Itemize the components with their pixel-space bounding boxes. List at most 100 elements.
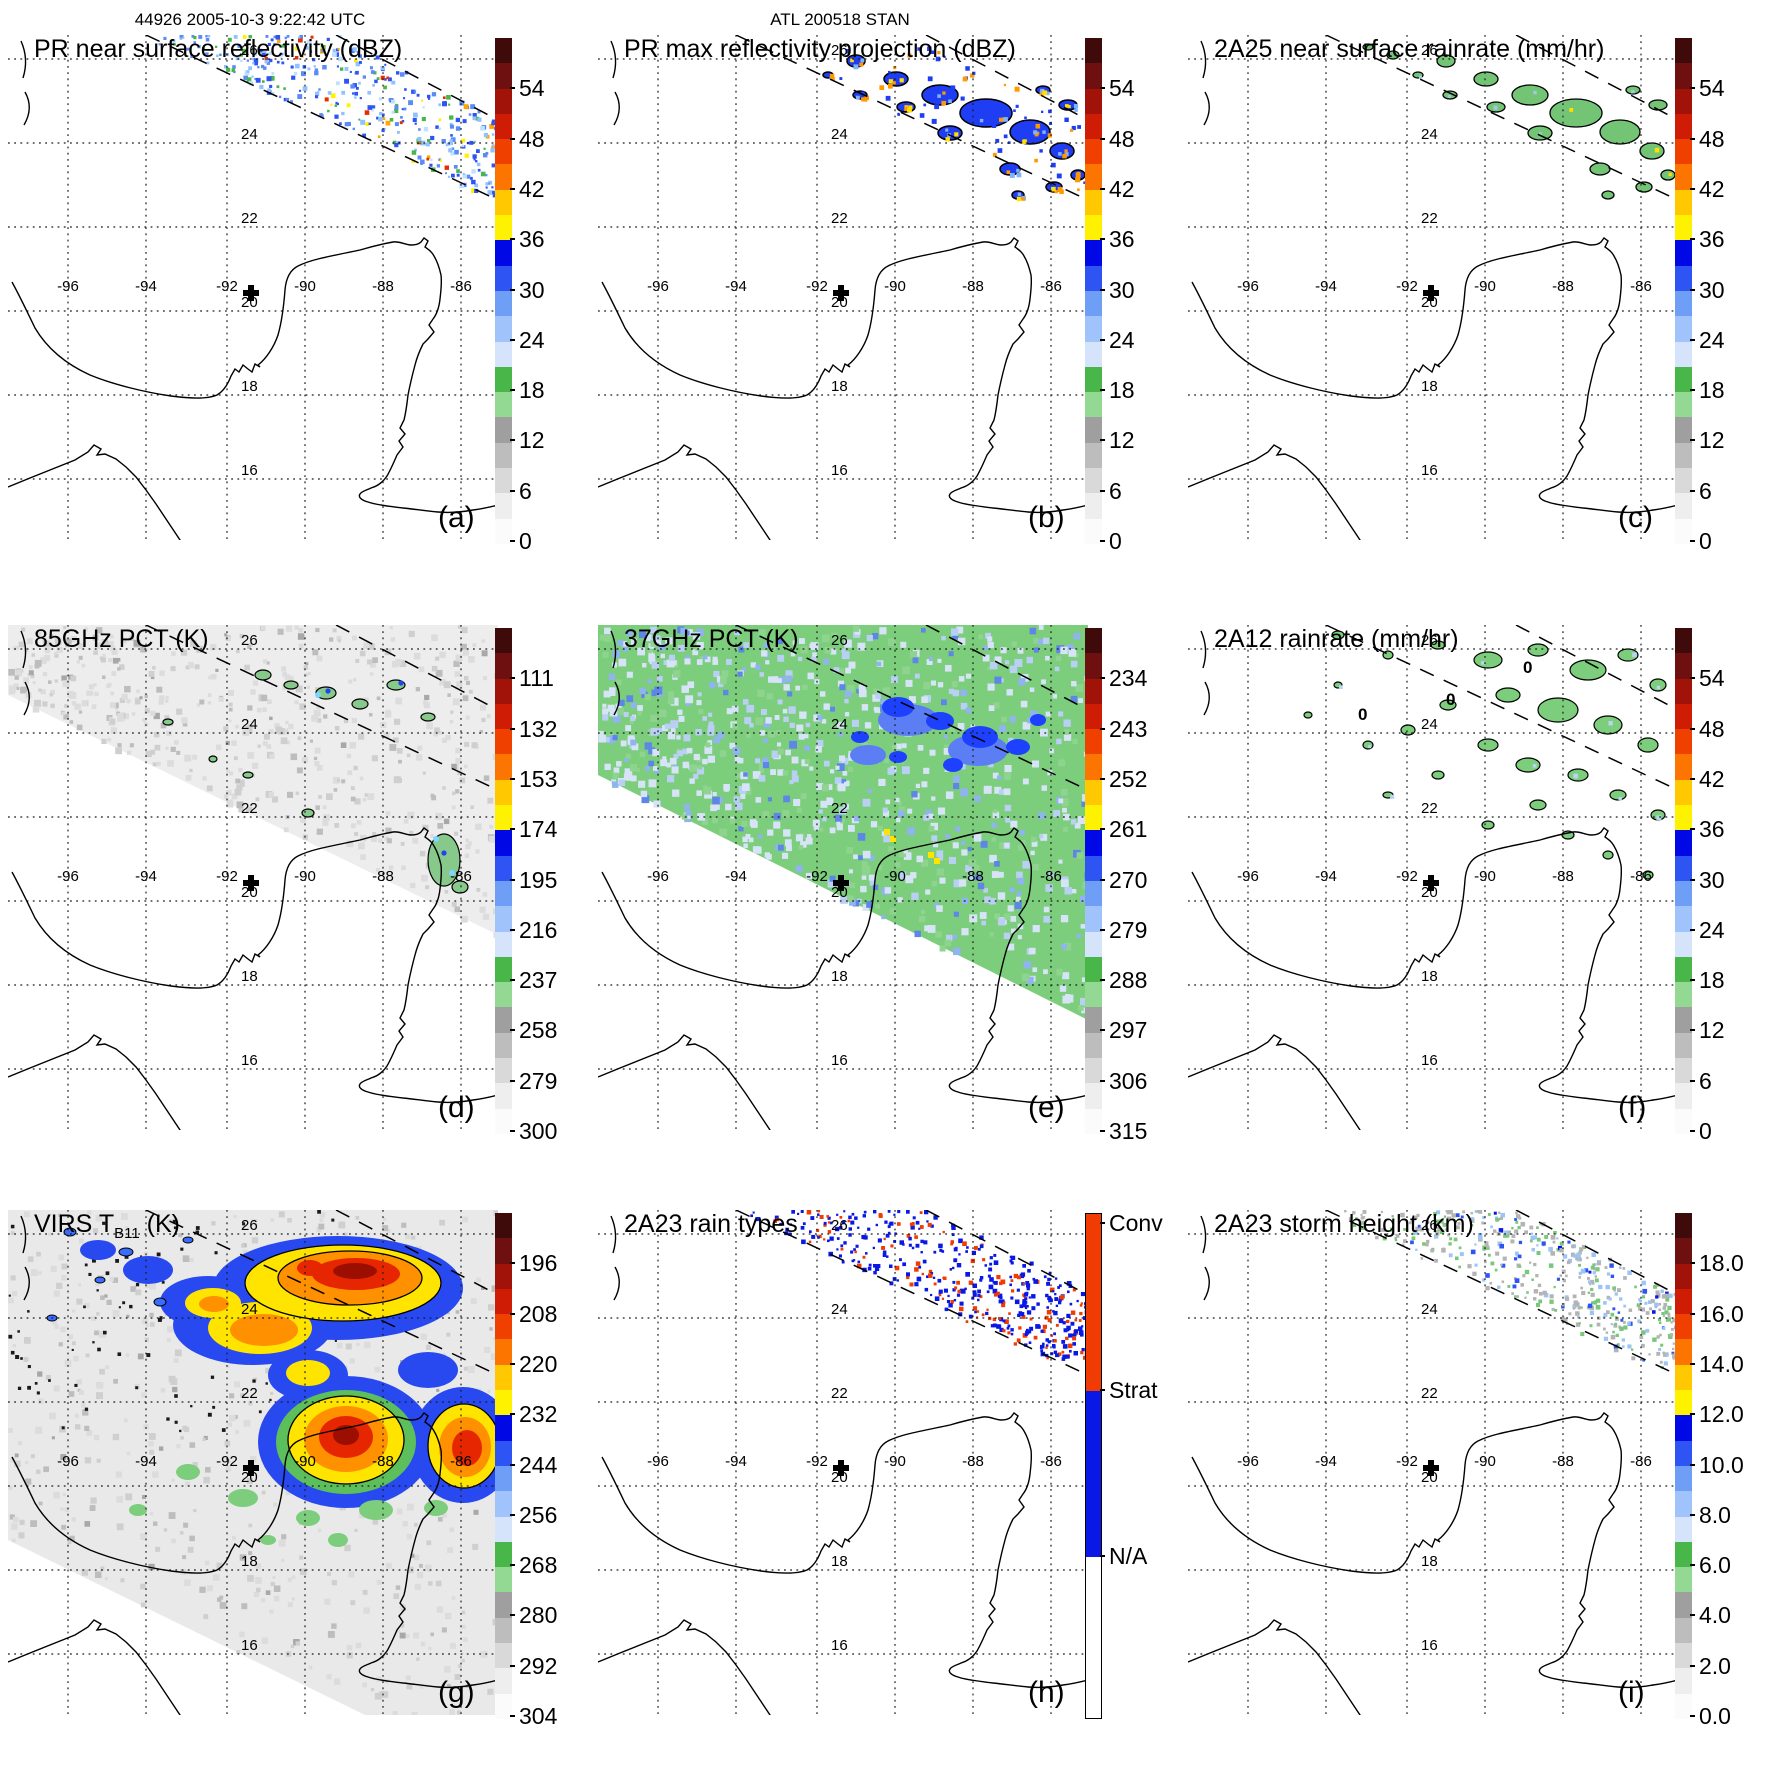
- colorbar-segment: [1675, 805, 1692, 831]
- colorbar-segment: [1085, 805, 1102, 831]
- colorbar-segment: [1675, 265, 1692, 291]
- lon-label: -86: [450, 278, 472, 295]
- colorbar-tick-label: 48: [510, 125, 545, 152]
- colorbar: [1675, 628, 1692, 1134]
- panel-letter: (i): [1618, 1676, 1645, 1709]
- colorbar-labels: 54 48 42 36 30 24 18 12 6 0: [510, 35, 589, 575]
- grid-lines: [1188, 1210, 1678, 1715]
- colorbar-labels: 111 132 153 174 195 216 237 258 279 300: [509, 625, 589, 1165]
- coastline: [598, 40, 1088, 540]
- panel-letter: (h): [1028, 1676, 1065, 1709]
- colorbar-segment: [1675, 164, 1692, 190]
- colorbar-segment: [1085, 189, 1102, 216]
- colorbar-segment: [1085, 729, 1102, 755]
- colorbar-segment: [1085, 1108, 1102, 1134]
- colorbar-segment: [495, 1516, 512, 1542]
- colorbar-tick-label: 54: [510, 75, 545, 102]
- zero-contour-label: 0: [1523, 658, 1532, 677]
- timestamp-title: 44926 2005-10-3 9:22:42 UTC: [134, 10, 366, 29]
- colorbar: [1085, 1213, 1102, 1719]
- colorbar-tick-label: 18: [1690, 377, 1725, 404]
- lon-label: -94: [725, 868, 747, 885]
- map-panel-d: -96 -94 -92 -90 -88 -86 26 24 22 20 18 16 85GHz PCT…: [8, 625, 588, 1190]
- lon-label: -90: [294, 868, 316, 885]
- lat-label: 18: [1421, 1553, 1438, 1570]
- colorbar-segment: [495, 830, 512, 856]
- colorbar-segment: [495, 1083, 512, 1109]
- lon-label: -96: [647, 278, 669, 295]
- colorbar-tick-label: 0: [510, 528, 532, 554]
- colorbar-tick-label: 6: [1100, 477, 1122, 504]
- plus-marker: [243, 285, 259, 301]
- lat-label: 18: [241, 968, 258, 985]
- colorbar-segment: [1675, 1440, 1692, 1466]
- lon-label: -86: [1040, 1453, 1062, 1470]
- lon-label: -94: [1315, 278, 1337, 295]
- lon-label: -90: [884, 278, 906, 295]
- swath-edge-dashed-lines: [145, 625, 498, 791]
- plus-marker: [833, 285, 849, 301]
- colorbar-segment: [1085, 518, 1102, 544]
- colorbar-tick-label: 279: [509, 1067, 558, 1094]
- colorbar-segment: [1675, 1032, 1692, 1059]
- panel-letter: (c): [1618, 501, 1653, 534]
- lat-label: 26: [1421, 632, 1438, 649]
- colorbar-segment: [1675, 779, 1692, 806]
- colorbar-tick-label: 54: [1690, 75, 1725, 102]
- lon-label: -92: [216, 278, 238, 295]
- lon-label: -92: [806, 1453, 828, 1470]
- lat-label: 16: [1421, 1637, 1438, 1654]
- colorbar-tick-label: 48: [1690, 715, 1725, 742]
- colorbar-tick-label: 196: [509, 1250, 558, 1277]
- colorbar-tick-label: 111: [510, 665, 554, 692]
- lat-label: 24: [241, 126, 258, 143]
- colorbar: [495, 628, 512, 1134]
- colorbar-segment: [1085, 653, 1102, 679]
- colorbar-tick-label: 6: [510, 477, 532, 504]
- colorbar-segment: [1675, 906, 1692, 932]
- colorbar-segment: [1085, 1058, 1102, 1084]
- colorbar-tick-label: 153: [509, 765, 558, 792]
- colorbar-segment: [1675, 113, 1692, 140]
- storm-title: ATL 200518 STAN: [770, 10, 910, 29]
- colorbar-segment: [495, 1314, 512, 1340]
- colorbar-segment: [1675, 855, 1692, 881]
- colorbar-segment: [1085, 678, 1102, 704]
- coastline: [1188, 630, 1678, 1130]
- panel-letter: (d): [438, 1091, 475, 1124]
- colorbar-tick-label: 279: [1099, 916, 1148, 943]
- lat-label: 22: [241, 800, 258, 817]
- colorbar-segment: [1675, 1314, 1692, 1340]
- colorbar-segment: [495, 805, 512, 831]
- colorbar-tick-label: 36: [510, 226, 545, 253]
- colorbar-segment: [495, 1058, 512, 1084]
- lon-label: -92: [806, 278, 828, 295]
- colorbar-segment: [1675, 754, 1692, 780]
- colorbar-segment: [495, 1339, 512, 1365]
- colorbar-segment: [1085, 88, 1102, 114]
- panel-letter: (b): [1028, 501, 1065, 534]
- colorbar: [495, 38, 512, 544]
- lon-label: -86: [1040, 868, 1062, 885]
- map-panel-h: -96 -94 -92 -90 -88 -86 26 24 22 20 18 16 2A23 rain…: [598, 1210, 1178, 1771]
- plus-marker: [1423, 1460, 1439, 1476]
- colorbar-segment: [1675, 628, 1692, 654]
- lat-label: 18: [241, 1553, 258, 1570]
- lon-label: -86: [1040, 278, 1062, 295]
- panel-title: 2A12 rainrate (mm/hr): [1214, 625, 1459, 653]
- colorbar-segment: [1085, 855, 1102, 881]
- colorbar-tick-label: 16.0: [1690, 1300, 1744, 1327]
- colorbar-tick-label: 132: [509, 715, 558, 742]
- lat-label: 24: [241, 716, 258, 733]
- lon-label: -86: [1630, 1453, 1652, 1470]
- lon-label: -96: [647, 1453, 669, 1470]
- panel-title: 2A25 near surface rainrate (mm/hr): [1214, 35, 1605, 63]
- colorbar-segment: [1675, 366, 1692, 393]
- lon-label: -96: [57, 1453, 79, 1470]
- colorbar-segment: [1675, 215, 1692, 241]
